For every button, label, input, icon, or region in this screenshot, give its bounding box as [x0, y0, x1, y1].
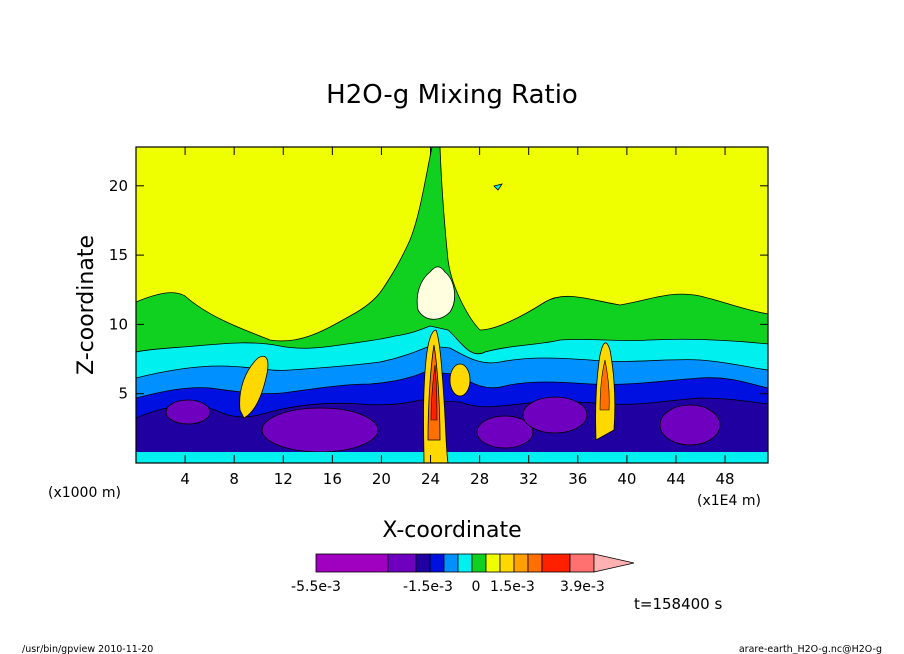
- band-purple-left: [261, 407, 379, 453]
- timestamp: t=158400 s: [634, 595, 722, 613]
- y-axis: 5 10 15 20: [109, 177, 768, 403]
- y-tick-label: 20: [109, 177, 128, 195]
- colorbar-swatch: [415, 553, 431, 573]
- colorbar-swatch: [471, 553, 487, 573]
- colorbar-swatch: [513, 553, 529, 573]
- colorbar-swatch: [429, 553, 445, 573]
- band-purple-small: [165, 399, 211, 425]
- colorbar-swatch: [499, 553, 515, 573]
- updraft-inner-38: [599, 359, 610, 411]
- x-tick-label: 44: [666, 470, 685, 488]
- y-axis-label: Z-coordinate: [74, 235, 99, 375]
- band-bottom-strip: [136, 452, 768, 463]
- y-tick-label: 10: [109, 315, 128, 333]
- x-unit-right: (x1E4 m): [697, 493, 761, 509]
- y-tick-label: 5: [118, 385, 128, 403]
- colorbar-swatch: [457, 553, 473, 573]
- x-tick-label: 4: [180, 470, 190, 488]
- x-tick-label: 28: [470, 470, 489, 488]
- colorbar-swatch: [387, 553, 417, 573]
- colorbar-swatch: [541, 553, 571, 573]
- x-tick-label: 8: [229, 470, 239, 488]
- x-tick-label: 36: [568, 470, 587, 488]
- colorbar-labels: -5.5e-3 -1.5e-3 0 1.5e-3 3.9e-3: [291, 579, 605, 595]
- colorbar-arrow: [593, 553, 635, 573]
- footer-left: /usr/bin/gpview 2010-11-20: [22, 644, 153, 654]
- side-cloud-10: [239, 355, 269, 419]
- colorbar-swatch: [569, 553, 595, 573]
- y-tick-label: 15: [109, 246, 128, 264]
- band-purple-right: [522, 396, 588, 434]
- x-tick-label: 48: [716, 470, 735, 488]
- x-tick-label: 40: [617, 470, 636, 488]
- band-purple-mid: [476, 415, 534, 449]
- updraft-red-24: [430, 364, 438, 421]
- small-island: [493, 183, 503, 191]
- colorbar-swatch: [443, 553, 459, 573]
- colorbar-label: -5.5e-3: [291, 579, 341, 595]
- colorbar-swatch: [315, 553, 389, 573]
- colorbar-label: 1.5e-3: [490, 579, 535, 595]
- x-unit-left: (x1000 m): [48, 485, 121, 501]
- colorbar-label: 3.9e-3: [560, 579, 605, 595]
- cloud-top-24: [416, 266, 455, 320]
- x-tick-label: 24: [421, 470, 440, 488]
- x-axis: 4 8 12 16 20 24 28 32 36 40 44 48: [180, 147, 735, 488]
- colorbar-swatch: [485, 553, 501, 573]
- plot-frame: [135, 146, 769, 464]
- x-tick-label: 16: [323, 470, 342, 488]
- colorbar-label: 0: [472, 579, 481, 595]
- footer-right: arare-earth_H2O-g.nc@H2O-g: [739, 644, 882, 654]
- x-tick-label: 32: [519, 470, 538, 488]
- plot-area: [136, 147, 768, 463]
- x-axis-label: X-coordinate: [382, 518, 521, 543]
- colorbar-swatch: [527, 553, 543, 573]
- chart-title: H2O-g Mixing Ratio: [326, 80, 578, 110]
- cloud-27: [449, 363, 471, 397]
- colorbar: [315, 553, 635, 573]
- x-tick-label: 12: [274, 470, 293, 488]
- colorbar-label: -1.5e-3: [403, 579, 453, 595]
- band-purple-far: [659, 404, 721, 446]
- x-tick-label: 20: [372, 470, 391, 488]
